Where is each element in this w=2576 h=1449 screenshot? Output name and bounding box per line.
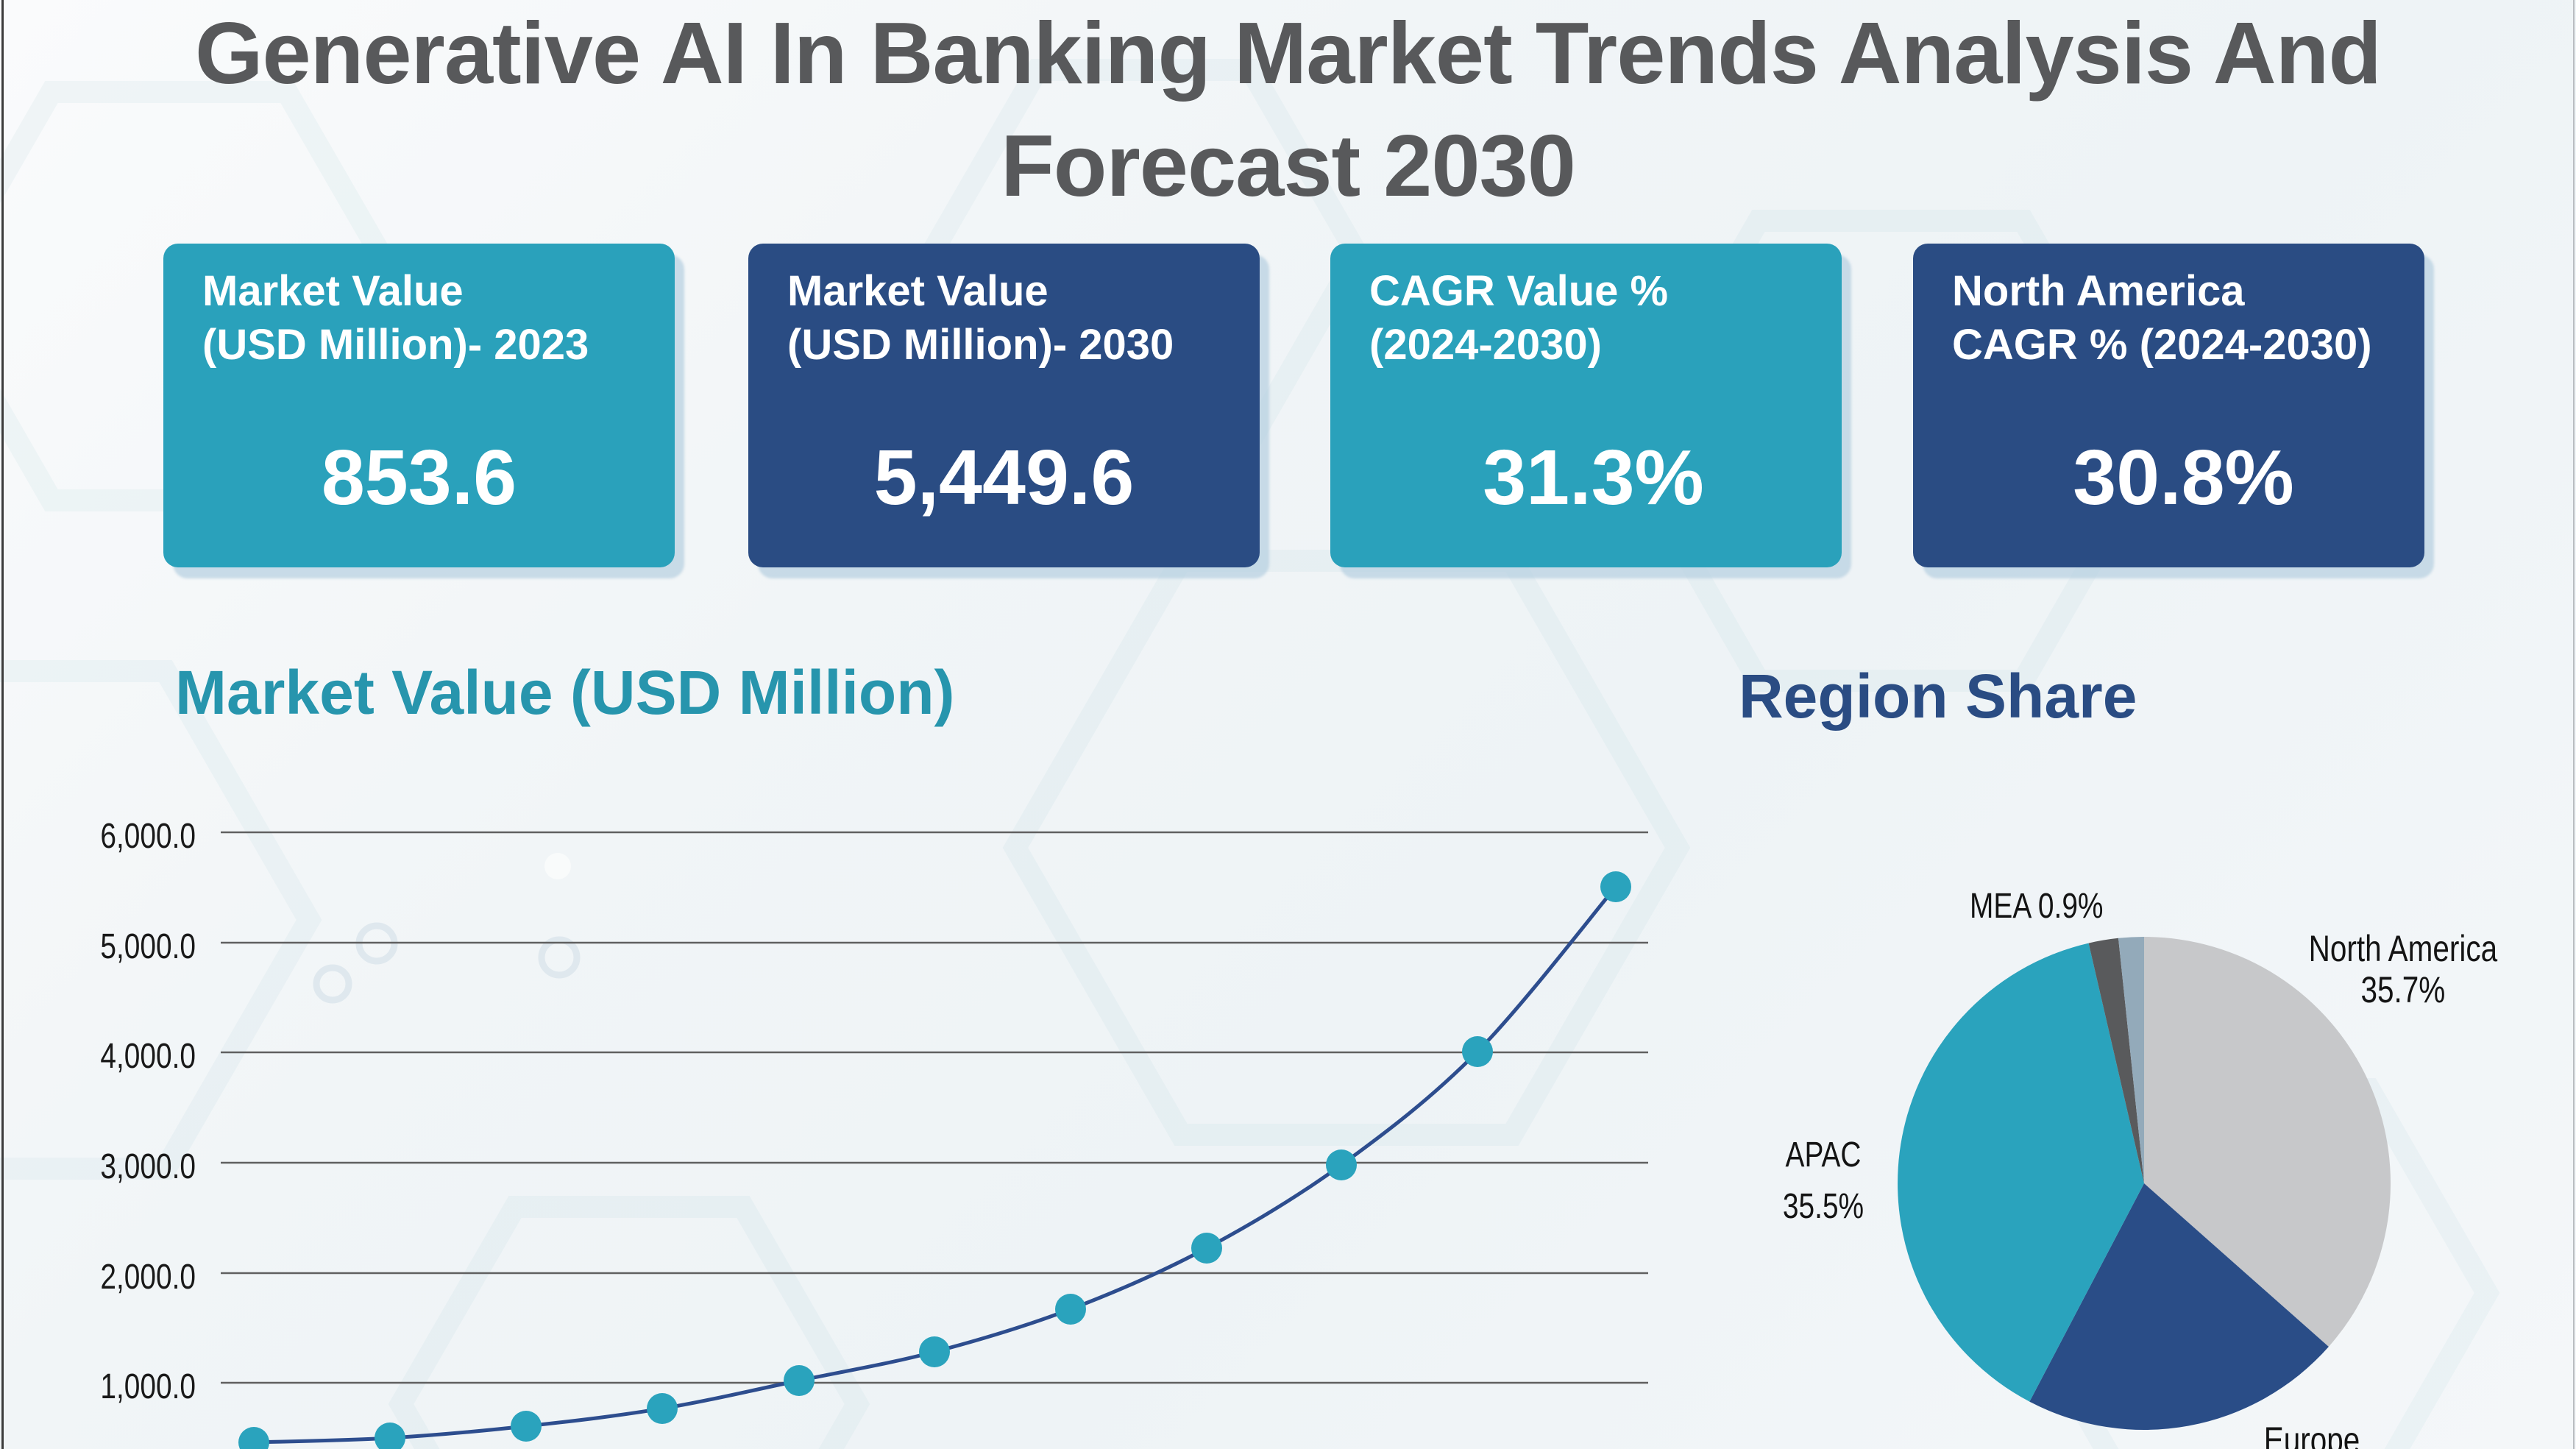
svg-text:Europe: Europe <box>2264 1420 2360 1449</box>
svg-text:MEA 0.9%: MEA 0.9% <box>1970 886 2103 926</box>
svg-text:1,000.0: 1,000.0 <box>100 1367 196 1406</box>
svg-text:6,000.0: 6,000.0 <box>100 816 196 856</box>
svg-text:North America: North America <box>2309 928 2498 969</box>
svg-text:2,000.0: 2,000.0 <box>100 1257 196 1297</box>
svg-text:APAC: APAC <box>1786 1135 1862 1175</box>
svg-text:4,000.0: 4,000.0 <box>100 1036 196 1076</box>
svg-text:5,000.0: 5,000.0 <box>100 927 196 966</box>
svg-text:3,000.0: 3,000.0 <box>100 1147 196 1186</box>
svg-text:35.5%: 35.5% <box>1783 1186 1864 1226</box>
svg-text:35.7%: 35.7% <box>2361 969 2446 1010</box>
